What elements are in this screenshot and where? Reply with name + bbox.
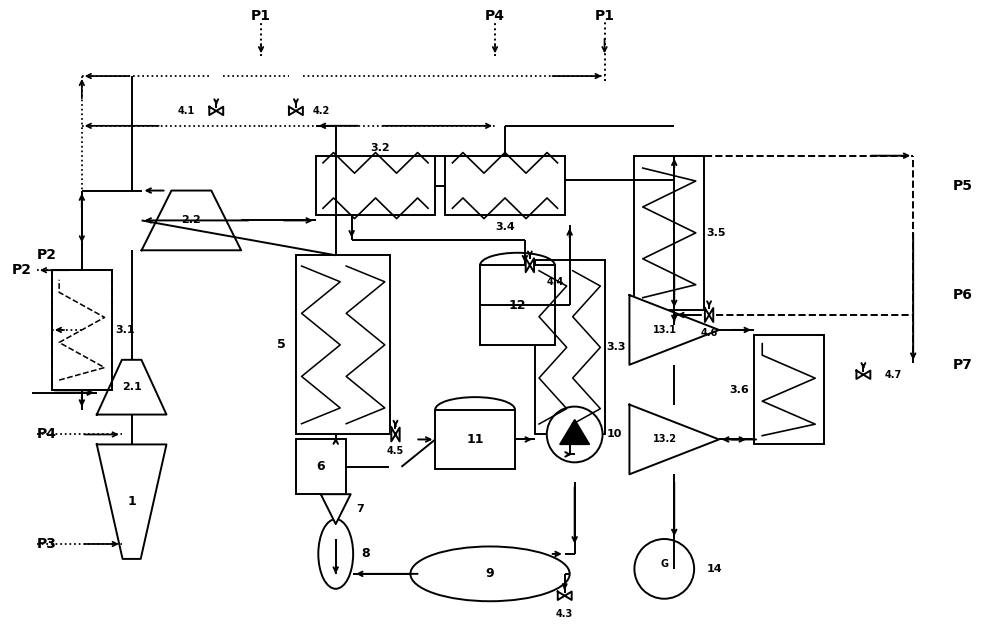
Bar	[445, 156, 565, 215]
Text: P5: P5	[953, 178, 973, 193]
Polygon shape	[705, 308, 713, 322]
Text: 9: 9	[486, 568, 494, 580]
Text: P4: P4	[37, 428, 57, 442]
Text: P1: P1	[595, 9, 615, 23]
Text: 4.7: 4.7	[885, 370, 902, 380]
Text: P6: P6	[953, 288, 973, 302]
Polygon shape	[97, 444, 166, 559]
Text: 3.6: 3.6	[729, 385, 749, 394]
Polygon shape	[856, 370, 870, 379]
Bar	[52, 270, 112, 390]
Polygon shape	[526, 258, 534, 272]
Polygon shape	[391, 428, 400, 442]
Text: 2.1: 2.1	[122, 382, 142, 392]
Text: 4.2: 4.2	[312, 106, 329, 116]
Text: 4.5: 4.5	[387, 447, 404, 456]
Bar	[480, 265, 555, 345]
Text: 13.1: 13.1	[653, 325, 677, 335]
Text: 13.2: 13.2	[653, 435, 677, 444]
Text: 4.6: 4.6	[700, 328, 718, 338]
Bar	[435, 410, 515, 469]
Text: 8: 8	[361, 547, 370, 561]
Text: 4.3: 4.3	[556, 609, 573, 619]
Polygon shape	[321, 494, 351, 524]
Text: P3: P3	[37, 537, 57, 551]
Text: 14: 14	[706, 564, 722, 574]
Polygon shape	[142, 190, 241, 250]
Text: P7: P7	[953, 358, 973, 372]
Text: P2: P2	[12, 263, 32, 277]
Text: 11: 11	[466, 433, 484, 446]
Bar	[296, 255, 390, 435]
Text: 2.2: 2.2	[181, 215, 201, 226]
Polygon shape	[97, 360, 166, 415]
Bar	[535, 260, 605, 435]
Circle shape	[547, 406, 603, 462]
Polygon shape	[629, 404, 719, 474]
Text: 4.4: 4.4	[546, 277, 563, 287]
Text: G: G	[660, 559, 668, 569]
Polygon shape	[629, 295, 719, 365]
Circle shape	[634, 539, 694, 598]
Text: 3.1: 3.1	[115, 325, 134, 335]
Ellipse shape	[318, 519, 353, 589]
Bar	[296, 440, 346, 494]
Text: P1: P1	[251, 9, 271, 23]
Text: 7: 7	[357, 504, 364, 514]
Text: 4.1: 4.1	[178, 106, 195, 116]
Bar	[52, 270, 112, 390]
Polygon shape	[289, 106, 303, 115]
Text: 3.5: 3.5	[706, 228, 726, 238]
Polygon shape	[558, 592, 572, 600]
Text: 10: 10	[607, 430, 622, 440]
Text: 5: 5	[277, 338, 285, 352]
Text: 1: 1	[127, 495, 136, 508]
Bar	[316, 156, 435, 215]
Text: 3.2: 3.2	[371, 143, 390, 152]
Text: 6: 6	[316, 461, 325, 473]
Ellipse shape	[410, 546, 570, 601]
Text: 3.3: 3.3	[607, 342, 626, 352]
Bar	[634, 156, 704, 310]
Polygon shape	[209, 106, 223, 115]
Text: 12: 12	[509, 299, 526, 312]
Text: P4: P4	[485, 9, 505, 23]
Bar	[754, 335, 824, 444]
Polygon shape	[560, 420, 590, 444]
Text: P2: P2	[37, 248, 57, 262]
Text: 3.4: 3.4	[495, 222, 515, 232]
